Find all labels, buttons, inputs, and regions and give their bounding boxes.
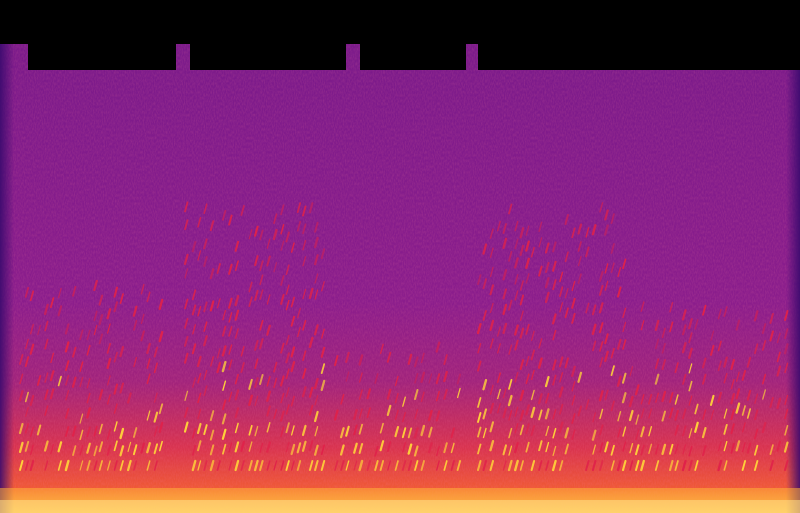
spectrogram-image (0, 0, 800, 513)
spectrogram-view (0, 0, 800, 513)
